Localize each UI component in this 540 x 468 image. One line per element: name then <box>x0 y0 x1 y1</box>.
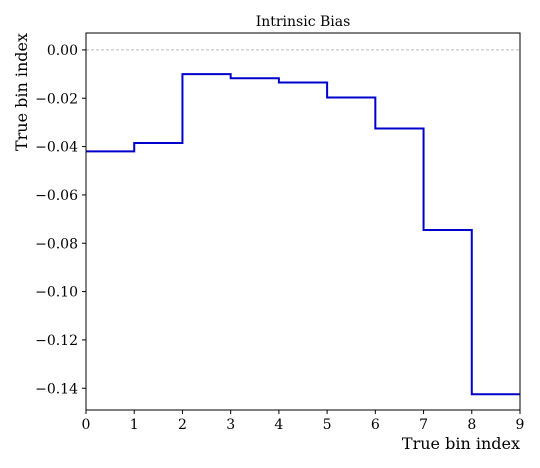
x-tick-label: 1 <box>130 417 139 433</box>
x-axis: 0 1 2 3 4 5 6 7 8 9 <box>82 410 525 433</box>
x-axis-label: True bin index <box>402 434 520 453</box>
y-tick-label: 0.00 <box>47 43 78 59</box>
y-tick-label: −0.12 <box>35 333 78 349</box>
series-step-line-0 <box>86 73 520 396</box>
series-layer <box>86 73 520 396</box>
x-tick-label: 9 <box>516 417 525 433</box>
y-tick-label: −0.10 <box>35 285 78 301</box>
y-tick-label: −0.02 <box>35 91 78 107</box>
x-tick-label: 5 <box>323 417 332 433</box>
x-tick-label: 0 <box>82 417 91 433</box>
y-tick-label: −0.08 <box>35 236 78 252</box>
x-tick-label: 3 <box>226 417 235 433</box>
x-tick-label: 7 <box>419 417 428 433</box>
x-tick-label: 2 <box>178 417 187 433</box>
y-tick-label: −0.06 <box>35 188 78 204</box>
x-tick-label: 6 <box>371 417 380 433</box>
y-tick-label: −0.04 <box>35 140 78 156</box>
y-tick-label: −0.14 <box>35 381 78 397</box>
y-axis-label: True bin index <box>12 33 31 151</box>
x-tick-label: 8 <box>467 417 476 433</box>
x-tick-label: 4 <box>274 417 283 433</box>
y-axis: 0.00 −0.02 −0.04 −0.06 −0.08 −0.10 −0.12 −0.14 <box>35 43 86 397</box>
chart-title: Intrinsic Bias <box>256 14 351 30</box>
plot-frame <box>85 32 521 411</box>
